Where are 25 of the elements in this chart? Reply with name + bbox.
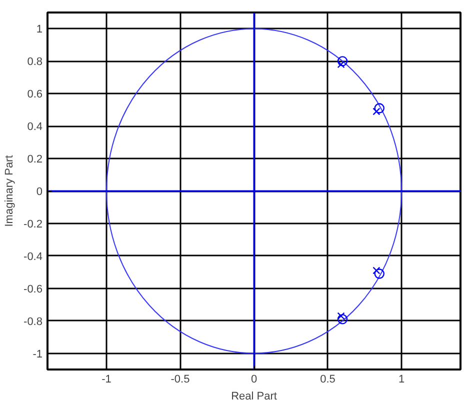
point <box>337 56 348 66</box>
y-tick-label: -0.8 <box>24 316 43 328</box>
point <box>374 268 384 279</box>
x-tick-label: -1 <box>102 374 112 386</box>
x-axis-title: Real Part <box>231 390 277 402</box>
y-tick-label: 0.2 <box>27 154 43 166</box>
point <box>337 314 348 324</box>
y-tick-label: 0.6 <box>27 88 43 101</box>
x-tick-label: 1 <box>398 374 405 386</box>
y-tick-label: 0.4 <box>27 121 43 134</box>
y-tick-label: 0 <box>36 186 43 198</box>
y-axis-title: Imaginary Part <box>4 155 16 227</box>
y-tick-label: -0.6 <box>24 283 43 296</box>
y-tick-label: -0.4 <box>24 250 43 263</box>
point <box>374 103 384 114</box>
y-tick-label: -1 <box>32 348 42 360</box>
y-tick-label: 0.8 <box>27 56 43 68</box>
point <box>372 108 380 116</box>
x-tick-label: 0.5 <box>320 374 336 386</box>
x-tick-label: -0.5 <box>170 374 190 386</box>
y-tick-label: -0.2 <box>24 218 43 230</box>
x-tick-label: 0 <box>250 374 258 386</box>
point <box>337 60 345 68</box>
point <box>372 266 380 274</box>
y-tick-label: 1 <box>36 24 43 36</box>
